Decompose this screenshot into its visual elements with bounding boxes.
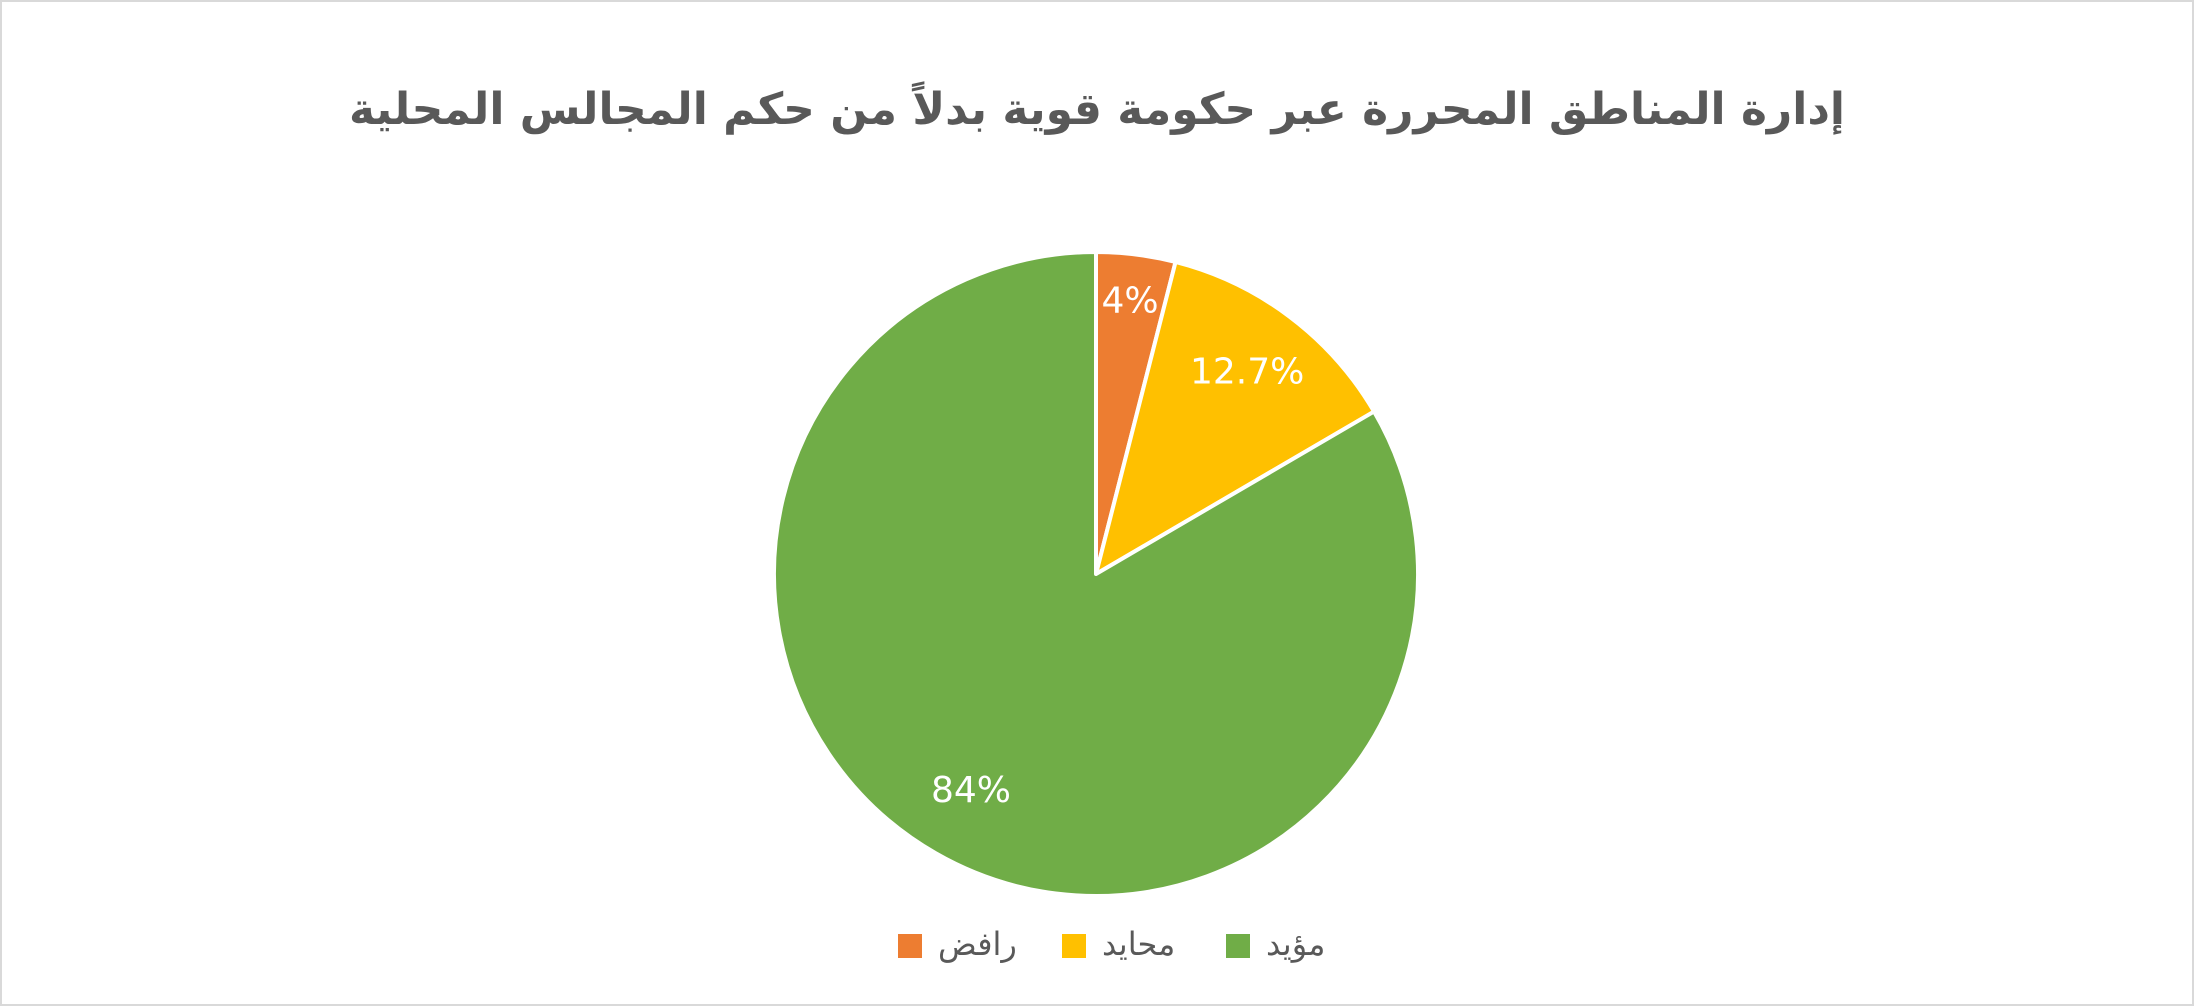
data-label: 84%	[931, 770, 1011, 811]
legend-label: رافض	[938, 925, 1017, 963]
data-label: 12.7%	[1190, 351, 1304, 392]
data-label: 4%	[1102, 280, 1159, 321]
legend-swatch	[1226, 934, 1250, 958]
legend-swatch	[898, 934, 922, 958]
legend-label: محايد	[1102, 925, 1175, 963]
pie-slice	[1094, 259, 1377, 576]
legend-label: مؤيد	[1266, 925, 1325, 963]
legend-swatch	[1062, 934, 1086, 958]
pie-slice	[772, 250, 1420, 898]
chart-title: إدارة المناطق المحررة عبر حكومة قوية بدل…	[349, 81, 1845, 135]
